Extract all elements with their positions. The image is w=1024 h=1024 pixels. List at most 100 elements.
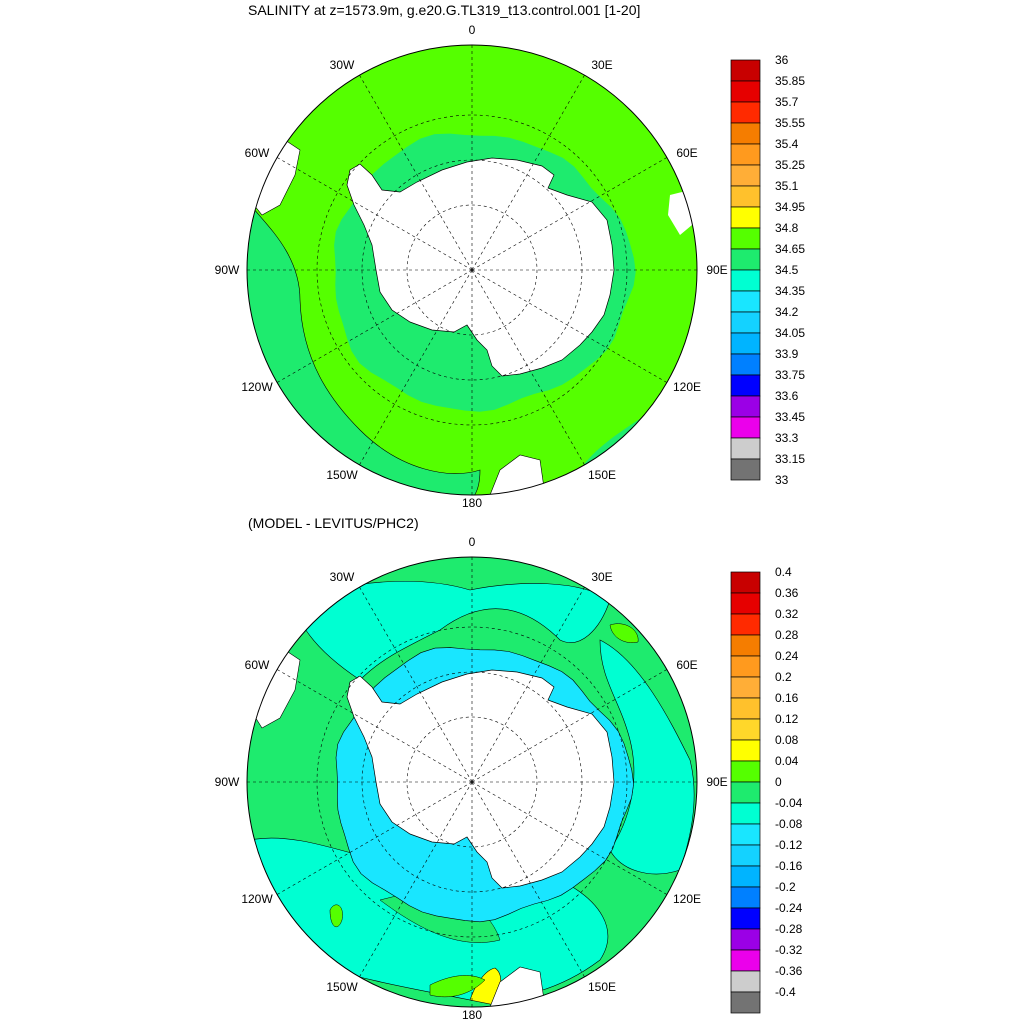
colorbar-swatch xyxy=(730,122,761,145)
colorbar-swatch xyxy=(730,655,761,678)
colorbar-swatch xyxy=(730,907,761,930)
colorbar-label: -0.16 xyxy=(775,859,803,873)
colorbar-label: 0.28 xyxy=(775,628,799,642)
longitude-label: 30E xyxy=(591,570,613,584)
colorbar-label: 34.65 xyxy=(775,242,806,256)
colorbar xyxy=(730,571,761,1014)
colorbar-label: 35.25 xyxy=(775,158,806,172)
difference-patch-lightgreen-2 xyxy=(329,904,343,928)
colorbar-label: 0 xyxy=(775,775,782,789)
colorbar-label: 34.95 xyxy=(775,200,806,214)
colorbar-swatch xyxy=(730,269,761,292)
new-zealand-land xyxy=(489,966,546,1007)
colorbar-swatch xyxy=(730,248,761,271)
antarctica-continent xyxy=(346,669,615,889)
colorbar-swatch xyxy=(730,676,761,699)
latitude-circle xyxy=(316,626,628,938)
colorbar-swatch xyxy=(730,80,761,103)
colorbar-label: 34.35 xyxy=(775,284,806,298)
meridian-line xyxy=(276,781,473,895)
longitude-label: 30W xyxy=(329,58,355,72)
colorbar-label: 0.2 xyxy=(775,670,792,684)
longitude-label: 150E xyxy=(587,980,617,994)
colorbar-label: -0.04 xyxy=(775,796,803,810)
colorbar-label: 0.32 xyxy=(775,607,799,621)
map-boundary-circle xyxy=(246,556,698,1008)
colorbar-swatch xyxy=(730,185,761,208)
colorbar-swatch xyxy=(730,949,761,972)
colorbar-label: -0.4 xyxy=(775,985,796,999)
latitude-circle xyxy=(406,716,538,848)
longitude-label: 150W xyxy=(326,468,358,482)
longitude-label: 90E xyxy=(706,263,728,277)
colorbar-label: -0.36 xyxy=(775,964,803,978)
colorbar-label: 34.2 xyxy=(775,305,799,319)
longitude-label: 120W xyxy=(241,892,273,906)
colorbar-swatch xyxy=(730,59,761,82)
colorbar-swatch xyxy=(730,458,761,481)
colorbar-swatch xyxy=(730,332,761,355)
colorbar-label: 0.04 xyxy=(775,754,799,768)
colorbar-swatch xyxy=(730,844,761,867)
longitude-label: 60E xyxy=(676,146,698,160)
longitude-label: 90W xyxy=(214,775,240,789)
meridian-line xyxy=(359,586,473,783)
colorbar-label: 0.24 xyxy=(775,649,799,663)
longitude-label: 90W xyxy=(214,263,240,277)
longitude-label: 60E xyxy=(676,658,698,672)
meridian-line xyxy=(471,781,585,978)
colorbar-label: 33 xyxy=(775,473,789,487)
colorbar-label: 0.16 xyxy=(775,691,799,705)
difference-map xyxy=(246,556,698,1008)
colorbar-swatch xyxy=(730,928,761,951)
colorbar-label: 35.1 xyxy=(775,179,799,193)
latitude-circle xyxy=(406,204,538,336)
colorbar-swatch xyxy=(730,101,761,124)
colorbar-swatch xyxy=(730,395,761,418)
longitude-label: 60W xyxy=(244,146,270,160)
longitude-label: 90E xyxy=(706,775,728,789)
colorbar-label: 35.4 xyxy=(775,137,799,151)
longitude-label: 150W xyxy=(326,980,358,994)
latitude-circle xyxy=(316,114,628,426)
longitude-label: 180 xyxy=(461,1008,483,1022)
colorbar-label: 35.7 xyxy=(775,95,799,109)
meridian-line xyxy=(471,74,585,271)
colorbar-label: 0.08 xyxy=(775,733,799,747)
colorbar-swatch xyxy=(730,206,761,229)
longitude-label: 0 xyxy=(468,23,476,37)
longitude-label: 30W xyxy=(329,570,355,584)
colorbar-swatch xyxy=(730,823,761,846)
colorbar-swatch xyxy=(730,353,761,376)
colorbar-swatch xyxy=(730,739,761,762)
colorbar-swatch xyxy=(730,613,761,636)
meridian-line xyxy=(276,669,473,783)
map-boundary-circle xyxy=(246,44,698,496)
colorbar-swatch xyxy=(730,970,761,993)
meridian-line xyxy=(471,157,668,271)
colorbar-label: 33.6 xyxy=(775,389,799,403)
colorbar-swatch xyxy=(730,760,761,783)
longitude-label: 0 xyxy=(468,535,476,549)
colorbar-label: -0.08 xyxy=(775,817,803,831)
colorbar-label: -0.24 xyxy=(775,901,803,915)
meridian-line xyxy=(276,157,473,271)
difference-patch-lightgreen xyxy=(429,975,486,998)
colorbar-label: 35.85 xyxy=(775,74,806,88)
colorbar-swatch xyxy=(730,290,761,313)
map-title-difference: (MODEL - LEVITUS/PHC2) xyxy=(248,515,419,531)
meridian-line xyxy=(471,669,668,783)
colorbar-swatch xyxy=(730,374,761,397)
colorbar-label: 33.3 xyxy=(775,431,799,445)
colorbar-label: 0.36 xyxy=(775,586,799,600)
meridian-line xyxy=(359,269,473,466)
colorbar-swatch xyxy=(730,227,761,250)
colorbar-label: 36 xyxy=(775,53,789,67)
longitude-label: 120E xyxy=(672,892,702,906)
meridian-line xyxy=(471,269,668,383)
colorbar-swatch xyxy=(730,311,761,334)
map-title-salinity: SALINITY at z=1573.9m, g.e20.G.TL319_t13… xyxy=(248,2,641,18)
longitude-label: 60W xyxy=(244,658,270,672)
colorbar-swatch xyxy=(730,865,761,888)
